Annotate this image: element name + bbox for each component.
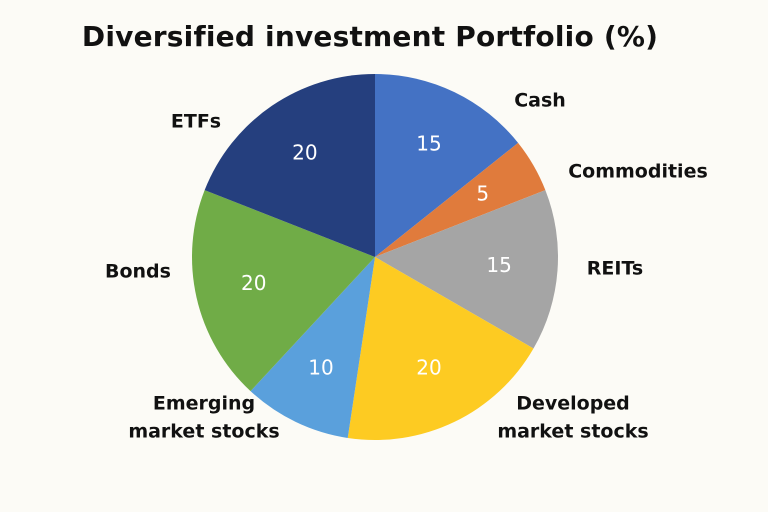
pie-slice-etfs [204,73,375,257]
value-label-reits: 15 [486,253,511,277]
value-label-emerging-market-stocks: 10 [308,356,333,380]
pie-slice-cash [375,74,519,257]
pie-slice-developed-market-stocks [347,257,534,441]
category-label-emerging-market-stocks: Emerging market stocks [128,393,279,443]
category-label-etfs: ETFs [171,111,221,133]
value-label-etfs: 20 [292,141,317,165]
pie-slice-emerging-market-stocks [250,257,375,438]
value-label-bonds: 20 [241,271,266,295]
category-label-commodities: Commodities [568,161,708,183]
value-labels: 15 5 15 20 10 20 20 [241,131,512,379]
pie-slices [191,73,558,441]
category-label-reits: REITs [587,258,643,280]
pie-slice-reits [375,190,558,349]
value-label-commodities: 5 [476,181,489,205]
pie-slice-commodities [375,142,546,257]
chart-title: Diversified investment Portfolio (%) [81,20,659,53]
value-label-developed-market-stocks: 20 [416,356,441,380]
category-label-developed-market-stocks: Developed market stocks [497,393,648,443]
pie-slice-bonds [191,190,375,392]
value-label-cash: 15 [416,131,441,155]
category-label-bonds: Bonds [105,261,171,283]
category-labels: Cash Commodities REITs Developed market stoc… [105,90,708,443]
category-label-cash: Cash [514,90,566,112]
